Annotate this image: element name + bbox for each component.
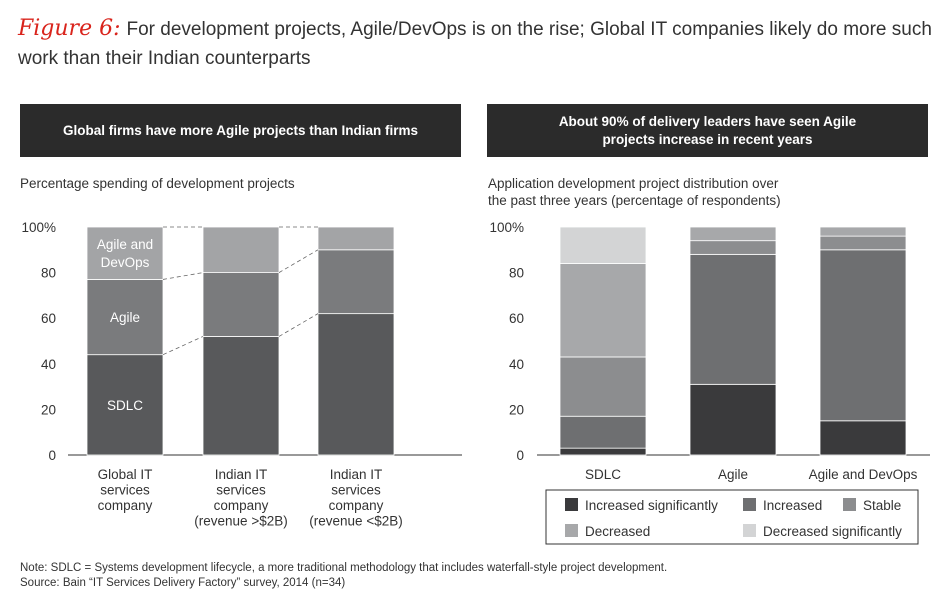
right-legend-swatch [743, 498, 756, 511]
left-category-label: Global IT [98, 467, 153, 482]
left-bar-segment [202, 336, 280, 456]
right-bar-segment [819, 235, 907, 251]
left-category-label: company [98, 498, 153, 513]
left-panel-subtitle: Percentage spending of development proje… [20, 176, 295, 191]
right-category-label: Agile and DevOps [809, 467, 918, 482]
right-panel-banner: About 90% of delivery leaders have seen … [487, 104, 928, 157]
footnote: Note: SDLC = Systems development lifecyc… [20, 561, 667, 591]
left-category-label: services [100, 483, 150, 498]
right-ytick-label: 100% [489, 220, 524, 235]
right-panel-banner-line2: projects increase in recent years [602, 131, 813, 147]
left-category-label: (revenue <$2B) [309, 514, 402, 529]
left-segment-label: Agile [110, 310, 140, 325]
right-bar-segment [559, 263, 647, 358]
left-bar-segment [86, 226, 164, 280]
right-panel-subtitle: Application development project distribu… [488, 175, 781, 209]
left-ytick-label: 100% [21, 220, 56, 235]
left-category-label: Indian IT [215, 467, 268, 482]
right-bar-segment [819, 226, 907, 237]
left-bar-segment [202, 272, 280, 337]
left-bar-segment [202, 226, 280, 273]
right-panel-subtitle-line2: the past three years (percentage of resp… [488, 193, 781, 208]
right-bar-segment [559, 415, 647, 449]
left-connector-line [162, 272, 204, 280]
left-panel-banner-text: Global firms have more Agile projects th… [62, 122, 419, 138]
left-category-label: services [331, 483, 381, 498]
left-panel-banner: Global firms have more Agile projects th… [20, 104, 461, 157]
right-category-label: SDLC [585, 467, 621, 482]
right-legend-label: Increased significantly [585, 498, 718, 513]
left-connector-line [278, 313, 319, 337]
left-segment-label: DevOps [101, 255, 150, 270]
right-ytick-label: 80 [509, 266, 524, 281]
left-segment-label: SDLC [107, 398, 143, 413]
left-category-label: services [216, 483, 266, 498]
left-ytick-label: 60 [41, 311, 56, 326]
left-category-label: company [214, 498, 269, 513]
right-bar-segment [559, 226, 647, 264]
left-category-label: Indian IT [330, 467, 383, 482]
right-bar-segment [559, 356, 647, 417]
right-panel-subtitle-line1: Application development project distribu… [488, 176, 779, 191]
right-bar-segment [689, 240, 777, 255]
right-legend-label: Decreased [585, 524, 650, 539]
left-bar-segment [317, 249, 395, 315]
right-bar-segment [689, 253, 777, 385]
left-bar-segment [317, 313, 395, 456]
right-legend-label: Increased [763, 498, 822, 513]
right-legend-label: Decreased significantly [763, 524, 902, 539]
left-ytick-label: 40 [41, 357, 56, 372]
right-bar-segment [689, 383, 777, 456]
figure-label: Figure 6: [18, 16, 121, 41]
right-ytick-label: 60 [509, 311, 524, 326]
right-legend-label: Stable [863, 498, 901, 513]
footnote-source: Source: Bain “IT Services Delivery Facto… [20, 577, 346, 589]
left-bar-segment [86, 279, 164, 356]
left-ytick-label: 0 [48, 448, 56, 463]
right-legend-swatch [843, 498, 856, 511]
right-ytick-label: 20 [509, 402, 524, 417]
right-bar-segment [689, 226, 777, 242]
right-bar-segment [559, 447, 647, 456]
footnote-note: Note: SDLC = Systems development lifecyc… [20, 562, 668, 574]
right-ytick-label: 40 [509, 357, 524, 372]
right-legend-swatch [565, 498, 578, 511]
right-panel-banner-line1: About 90% of delivery leaders have seen … [558, 113, 857, 129]
right-legend-swatch [565, 524, 578, 537]
left-category-label: company [329, 498, 384, 513]
left-ytick-label: 80 [41, 266, 56, 281]
left-ytick-label: 20 [41, 402, 56, 417]
left-bar-segment [86, 354, 164, 456]
right-bar-segment [819, 249, 907, 422]
right-ytick-label: 0 [516, 448, 524, 463]
right-legend-swatch [743, 524, 756, 537]
left-connector-line [278, 249, 319, 273]
figure-title-text: For development projects, Agile/DevOps i… [18, 19, 932, 69]
left-bar-segment [317, 226, 395, 251]
left-connector-line [162, 336, 204, 356]
figure-title: Figure 6: For development projects, Agile… [18, 14, 938, 73]
left-category-label: (revenue >$2B) [194, 514, 287, 529]
right-bar-segment [819, 420, 907, 456]
left-segment-label: Agile and [97, 237, 153, 252]
right-category-label: Agile [718, 467, 748, 482]
